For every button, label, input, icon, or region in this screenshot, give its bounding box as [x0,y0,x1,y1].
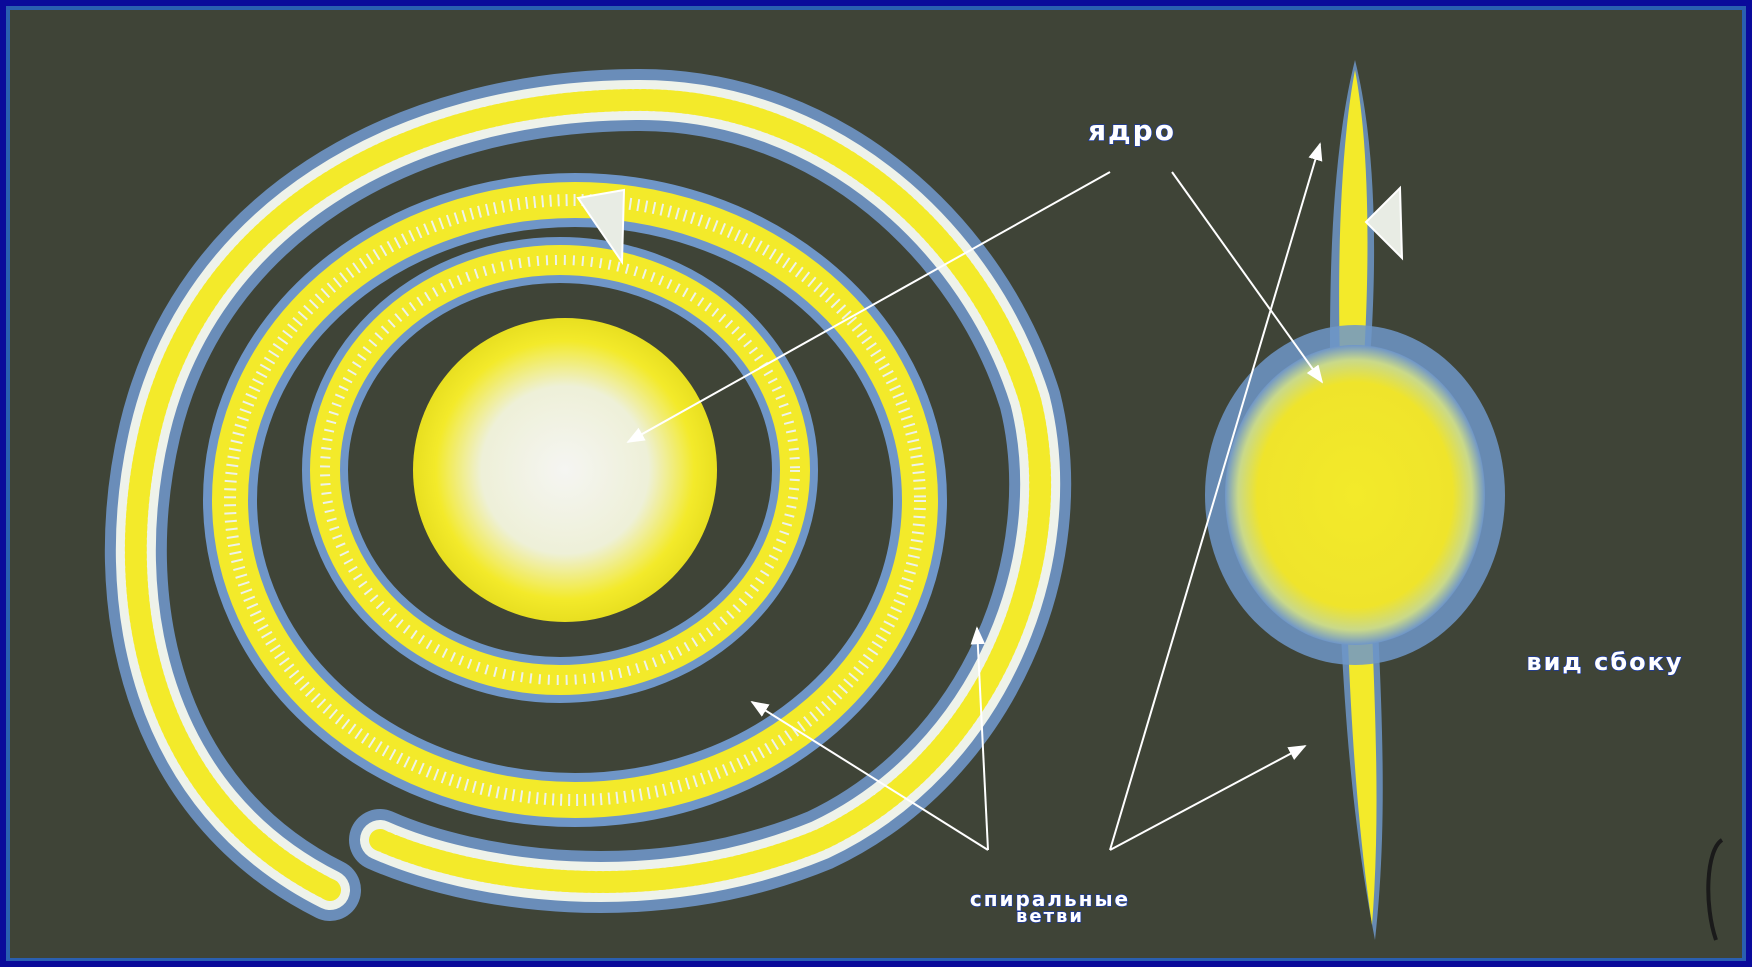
galaxy-nucleus [413,318,717,622]
edge-on-bulge [1225,345,1485,645]
label-spiral-arms-line2: ветви [1016,906,1084,927]
label-side-view: вид сбоку [1526,648,1683,676]
label-nucleus: ядро [1088,114,1176,147]
